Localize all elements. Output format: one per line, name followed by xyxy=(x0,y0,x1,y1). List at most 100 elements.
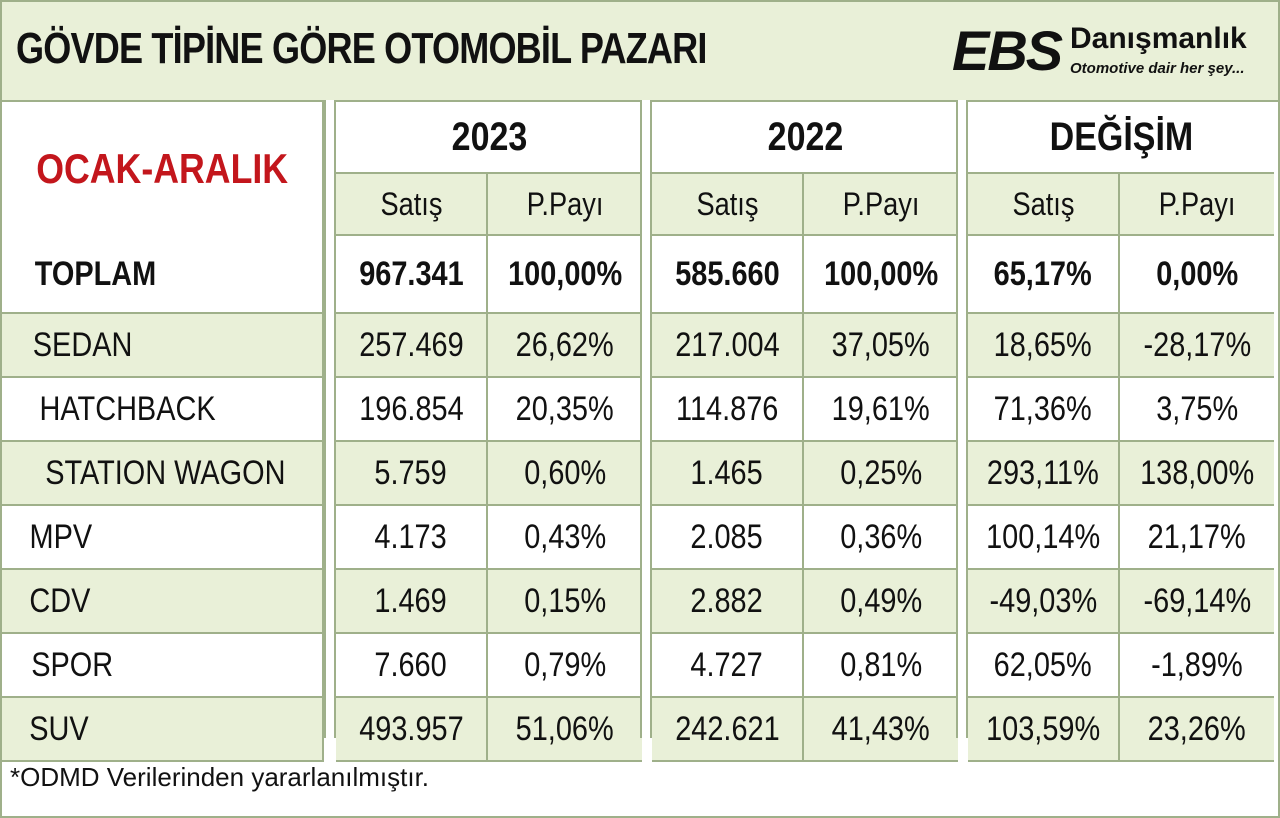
table-cell: 967.341 xyxy=(336,236,488,314)
subheader-5: P.Payı xyxy=(1120,174,1274,236)
table-cell-text: 0,49% xyxy=(840,581,922,620)
group-header-0: 2023 xyxy=(336,102,642,174)
table-cell: 196.854 xyxy=(336,378,488,442)
table-cell: 242.621 xyxy=(652,698,804,762)
table-cell: 51,06% xyxy=(488,698,642,762)
page-title: GÖVDE TİPİNE GÖRE OTOMOBİL PAZARI xyxy=(16,24,707,73)
table-cell-text: 0,79% xyxy=(524,645,606,684)
table-cell-text: -28,17% xyxy=(1143,325,1251,364)
row-label-spor-text: SPOR xyxy=(31,645,114,684)
subheader-1-text: P.Payı xyxy=(526,185,604,222)
group-header-2-text: DEĞİŞİM xyxy=(1049,114,1193,159)
table-cell-text: 217.004 xyxy=(674,325,780,364)
brand-logo: EBS Danışmanlık Otomotive dair her şey..… xyxy=(952,16,1272,86)
table-cell-text: 585.660 xyxy=(674,254,780,293)
table-cell: 103,59% xyxy=(968,698,1120,762)
table-cell: 585.660 xyxy=(652,236,804,314)
table-cell-text: 1.469 xyxy=(374,581,448,620)
row-label-toplam: TOPLAM xyxy=(2,236,324,314)
column-separator xyxy=(956,100,968,738)
table-cell-text: 1.465 xyxy=(690,453,764,492)
subheader-3-text: P.Payı xyxy=(842,185,920,222)
table-cell: 62,05% xyxy=(968,634,1120,698)
table-cell: -49,03% xyxy=(968,570,1120,634)
subheader-3: P.Payı xyxy=(804,174,958,236)
table-cell: 5.759 xyxy=(336,442,488,506)
table-cell-text: -69,14% xyxy=(1143,581,1251,620)
subheader-2-text: Satış xyxy=(696,185,758,222)
table-cell-text: 0,43% xyxy=(524,517,606,556)
table-cell-text: 41,43% xyxy=(831,709,931,748)
table-cell: 0,81% xyxy=(804,634,958,698)
table-cell: -28,17% xyxy=(1120,314,1274,378)
title-bar: GÖVDE TİPİNE GÖRE OTOMOBİL PAZARI EBS Da… xyxy=(2,2,1278,102)
row-label-cdv: CDV xyxy=(2,570,324,634)
table-cell-text: 293,11% xyxy=(987,453,1099,492)
table-cell-text: 0,25% xyxy=(840,453,922,492)
table-cell-text: 0,60% xyxy=(524,453,606,492)
table-cell: 0,00% xyxy=(1120,236,1274,314)
table-cell-text: 2.085 xyxy=(690,517,764,556)
table-cell-text: 4.727 xyxy=(690,645,764,684)
subheader-4: Satış xyxy=(968,174,1120,236)
table-cell: 3,75% xyxy=(1120,378,1274,442)
logo-tagline: Otomotive dair her şey... xyxy=(1070,60,1245,77)
subheader-0-text: Satış xyxy=(380,185,442,222)
table-cell-text: 51,06% xyxy=(515,709,615,748)
table-cell-text: -1,89% xyxy=(1151,645,1243,684)
logo-brand-text: EBS xyxy=(952,19,1063,82)
table-cell: 4.173 xyxy=(336,506,488,570)
table-cell: 293,11% xyxy=(968,442,1120,506)
row-label-suv: SUV xyxy=(2,698,324,762)
table-cell-text: 65,17% xyxy=(993,254,1093,293)
table-cell-text: 100,00% xyxy=(823,254,939,293)
group-header-1-text: 2022 xyxy=(767,114,843,159)
table-cell: 0,36% xyxy=(804,506,958,570)
table-cell: 100,00% xyxy=(488,236,642,314)
table-cell: 0,43% xyxy=(488,506,642,570)
table-cell: -69,14% xyxy=(1120,570,1274,634)
table-cell: 0,25% xyxy=(804,442,958,506)
table-cell-text: 3,75% xyxy=(1156,389,1238,428)
table-cell-text: 100,14% xyxy=(985,517,1101,556)
footnote: *ODMD Verilerinden yararlanılmıştır. xyxy=(10,762,430,792)
table-cell: 4.727 xyxy=(652,634,804,698)
table-cell: 1.469 xyxy=(336,570,488,634)
table-cell: 1.465 xyxy=(652,442,804,506)
table-cell: 100,00% xyxy=(804,236,958,314)
table-cell-text: 21,17% xyxy=(1147,517,1247,556)
table-cell: 493.957 xyxy=(336,698,488,762)
table-cell: 20,35% xyxy=(488,378,642,442)
table-cell-text: -49,03% xyxy=(989,581,1097,620)
logo-company-name: Danışmanlık xyxy=(1070,22,1247,55)
row-label-station-wagon-text: STATION WAGON xyxy=(45,453,286,492)
period-label: OCAK-ARALIK xyxy=(36,145,288,192)
table-cell-text: 37,05% xyxy=(831,325,931,364)
table-cell: 23,26% xyxy=(1120,698,1274,762)
row-label-mpv: MPV xyxy=(2,506,324,570)
table-cell-text: 242.621 xyxy=(674,709,780,748)
table-cell-text: 5.759 xyxy=(374,453,448,492)
table-cell-text: 71,36% xyxy=(993,389,1093,428)
table-cell-text: 257.469 xyxy=(358,325,464,364)
group-header-1: 2022 xyxy=(652,102,958,174)
subheader-2: Satış xyxy=(652,174,804,236)
table-cell-text: 20,35% xyxy=(515,389,615,428)
table-cell-text: 2.882 xyxy=(690,581,764,620)
row-label-cdv-text: CDV xyxy=(29,581,91,620)
table-cell-text: 493.957 xyxy=(358,709,464,748)
table-cell-text: 18,65% xyxy=(993,325,1093,364)
table-cell-text: 19,61% xyxy=(831,389,931,428)
table-cell-text: 114.876 xyxy=(675,389,779,428)
table-cell: 2.882 xyxy=(652,570,804,634)
table-cell: 0,60% xyxy=(488,442,642,506)
row-label-station-wagon: STATION WAGON xyxy=(2,442,324,506)
table-cell-text: 103,59% xyxy=(985,709,1101,748)
table-cell: 71,36% xyxy=(968,378,1120,442)
table-cell-text: 967.341 xyxy=(358,254,464,293)
column-separator xyxy=(640,100,652,738)
row-label-hatchback: HATCHBACK xyxy=(2,378,324,442)
row-label-sedan: SEDAN xyxy=(2,314,324,378)
table-cell: 41,43% xyxy=(804,698,958,762)
table-cell: 19,61% xyxy=(804,378,958,442)
